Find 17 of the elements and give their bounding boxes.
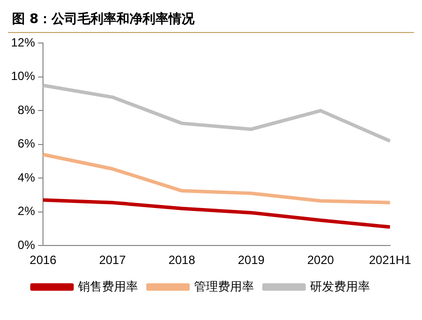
x-tick-label: 2016 <box>30 253 57 268</box>
x-tick-label: 2021H1 <box>368 253 412 268</box>
y-tick-label: 12% <box>10 36 36 50</box>
chart-title: 图 8：公司毛利率和净利率情况 <box>8 8 414 33</box>
y-tick-label: 0% <box>18 238 36 252</box>
y-tick-label: 6% <box>18 136 36 151</box>
y-tick-label: 8% <box>18 102 36 117</box>
y-tick-label: 2% <box>18 204 36 218</box>
legend-label: 管理费用率 <box>194 279 254 294</box>
y-tick-label: 10% <box>10 69 36 84</box>
x-tick-label: 2018 <box>168 253 196 268</box>
legend-label: 销售费用率 <box>77 279 138 294</box>
x-tick-label: 2017 <box>99 253 126 268</box>
y-tick-label: 4% <box>18 170 36 184</box>
x-tick-label: 2020 <box>307 253 334 268</box>
x-tick-label: 2019 <box>238 253 265 268</box>
legend-label: 研发费用率 <box>310 279 370 294</box>
